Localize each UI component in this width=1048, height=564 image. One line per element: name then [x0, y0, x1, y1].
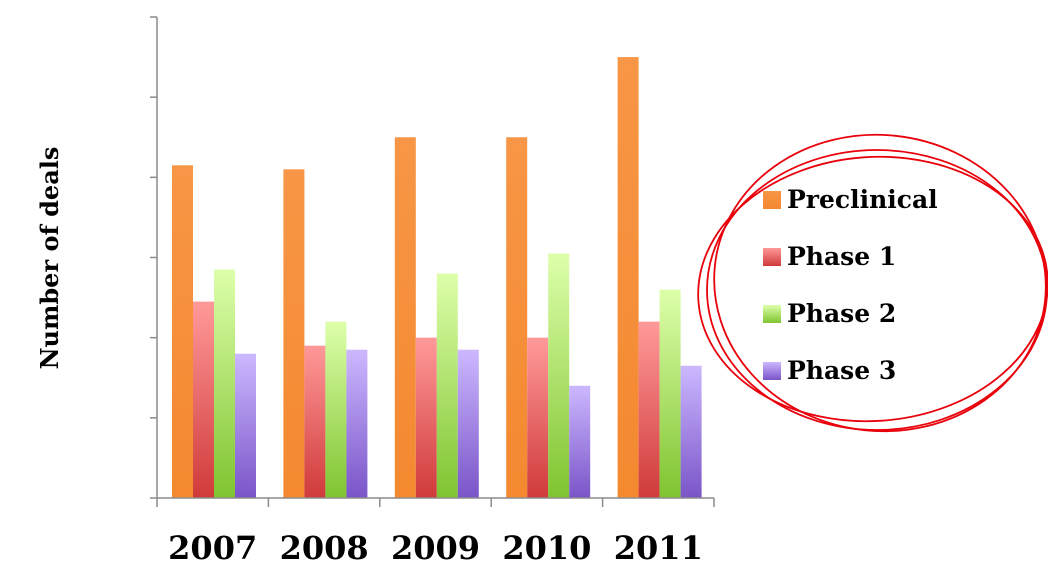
legend-label-phase-3: Phase 3 [787, 356, 896, 385]
legend-swatch-phase-2 [763, 305, 781, 323]
bar-preclinical-2011 [617, 57, 639, 498]
legend-label-phase-1: Phase 1 [787, 242, 896, 271]
legend-label-preclinical: Preclinical [787, 185, 938, 214]
annotation-circle-3 [706, 149, 1048, 431]
annotation-circles [697, 133, 1048, 433]
x-tick-label-2010: 2010 [502, 529, 591, 564]
y-axis-label: Number of deals [35, 147, 64, 370]
bar-phase-1-2011 [638, 321, 660, 498]
bar-preclinical-2008 [283, 169, 305, 499]
x-tick-labels: 2007 2008 2009 2010 2011 [168, 529, 703, 564]
x-tick-label-2011: 2011 [614, 529, 703, 564]
x-tick-label-2008: 2008 [280, 529, 369, 564]
bar-phase-3-2009 [457, 349, 479, 498]
bar-preclinical-2010 [506, 137, 528, 498]
bar-phase-2-2011 [659, 289, 681, 498]
bar-preclinical-2007 [172, 165, 193, 498]
bar-phase-3-2007 [235, 353, 256, 498]
bar-phase-2-2007 [214, 269, 235, 498]
bar-phase-3-2010 [569, 385, 591, 498]
legend-swatch-phase-3 [763, 362, 781, 380]
bar-phase-3-2011 [680, 365, 702, 498]
legend-swatch-phase-1 [763, 248, 781, 266]
x-tick-label-2007: 2007 [168, 529, 257, 564]
axes-layer [150, 16, 715, 507]
legend-swatch-preclinical [763, 191, 781, 209]
bar-preclinical-2009 [394, 137, 416, 498]
bar-phase-3-2008 [346, 349, 368, 498]
bar-phase-1-2010 [527, 337, 549, 498]
annotation-circle-2 [713, 133, 1047, 433]
legend-label-phase-2: Phase 2 [787, 299, 896, 328]
bar-phase-1-2007 [193, 301, 214, 498]
bars-layer [172, 57, 702, 499]
bar-phase-1-2009 [415, 337, 437, 498]
x-tick-label-2009: 2009 [391, 529, 480, 564]
bar-phase-2-2008 [325, 321, 347, 498]
legend: Preclinical Phase 1 Phase 2 Phase 3 [763, 185, 938, 385]
bar-phase-2-2009 [436, 273, 458, 498]
bar-phase-2-2010 [548, 253, 570, 498]
bar-phase-1-2008 [304, 345, 326, 498]
